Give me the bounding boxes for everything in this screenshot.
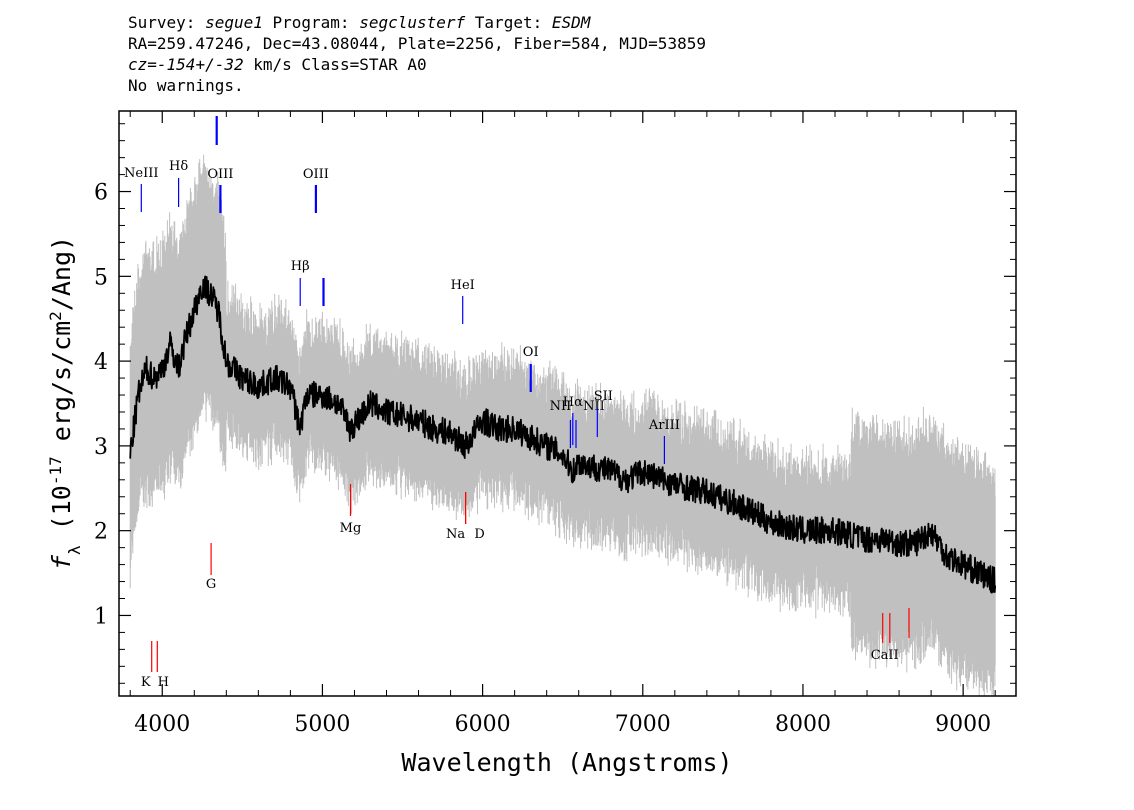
line-label-7: HeI <box>451 278 475 293</box>
x-tick-label-4: 8000 <box>775 712 831 737</box>
survey-value: segue1 <box>205 13 263 32</box>
line-label-17: Mg <box>340 521 362 536</box>
x-tick-label-2: 6000 <box>455 712 511 737</box>
y-tick-label-2: 3 <box>94 435 108 460</box>
axis-ticks: 4000 5000 6000 7000 8000 9000 1 2 3 4 5 6 <box>94 111 1016 737</box>
cz-label: cz= <box>128 55 157 74</box>
y-tick-label-4: 5 <box>94 265 108 290</box>
y-label-exp: -17 <box>46 456 65 485</box>
line-label-13: ArIII <box>648 418 680 433</box>
y-label-prefix: f <box>47 554 76 570</box>
line-label-15: H <box>158 675 169 690</box>
x-axis-label: Wavelength (Angstroms) <box>401 748 732 777</box>
header-line-warnings: No warnings. <box>128 76 244 95</box>
line-label-20: CaII <box>871 648 899 663</box>
y-tick-label-3: 4 <box>94 350 108 375</box>
target-label: Target: <box>465 13 552 32</box>
header-line-coordinates: RA=259.47246, Dec=43.08044, Plate=2256, … <box>128 34 706 53</box>
x-tick-label-5: 9000 <box>935 712 991 737</box>
target-value: ESDM <box>551 13 591 32</box>
y-tick-label-5: 6 <box>94 181 108 206</box>
line-label-5: OIII <box>303 167 329 182</box>
flux-line <box>129 275 997 594</box>
program-value: segclusterf <box>359 13 466 32</box>
class-text: km/s Class=STAR A0 <box>243 55 427 74</box>
line-label-14: K <box>141 675 151 690</box>
y-label-sub: λ <box>65 545 84 555</box>
y-label-open: (10 <box>47 485 76 545</box>
line-label-16: G <box>206 577 216 592</box>
y-label-mid: erg/s/cm <box>47 321 76 456</box>
line-label-12: SII <box>594 389 613 404</box>
header-line-redshift: cz=-154+/-32 km/s Class=STAR A0 <box>128 54 706 75</box>
survey-label: Survey: <box>128 13 206 32</box>
line-label-0: NeIII <box>124 166 158 181</box>
line-label-11: NII <box>583 399 605 414</box>
x-tick-label-1: 5000 <box>294 712 350 737</box>
line-label-8: OI <box>523 345 539 360</box>
x-tick-label-3: 7000 <box>615 712 671 737</box>
header-line-survey: Survey: segue1 Program: segclusterf Targ… <box>128 12 706 33</box>
plot-frame <box>118 110 1017 697</box>
y-axis-label: fλ (10-17 erg/s/cm2/Ang) <box>46 236 84 570</box>
line-label-3: OIII <box>207 167 233 182</box>
line-label-10: Hα <box>563 395 583 410</box>
line-label-19: D <box>474 527 484 542</box>
line-label-1: Hδ <box>169 159 188 174</box>
x-tick-label-0: 4000 <box>134 712 190 737</box>
flux-layer <box>129 275 997 594</box>
line-label-4: Hβ <box>291 259 310 274</box>
line-label-9: NII <box>550 399 572 414</box>
noise-path <box>129 154 996 696</box>
line-label-18: Na <box>446 527 465 542</box>
y-tick-label-1: 2 <box>94 520 108 545</box>
y-label-close: /Ang) <box>47 236 76 311</box>
spectrum-header: Survey: segue1 Program: segclusterf Targ… <box>128 12 706 96</box>
program-label: Program: <box>262 13 360 32</box>
noise-band <box>129 154 996 696</box>
y-tick-label-0: 1 <box>94 604 108 629</box>
cz-value: -154+/-32 <box>156 55 244 74</box>
y-label-exp2: 2 <box>46 311 65 321</box>
